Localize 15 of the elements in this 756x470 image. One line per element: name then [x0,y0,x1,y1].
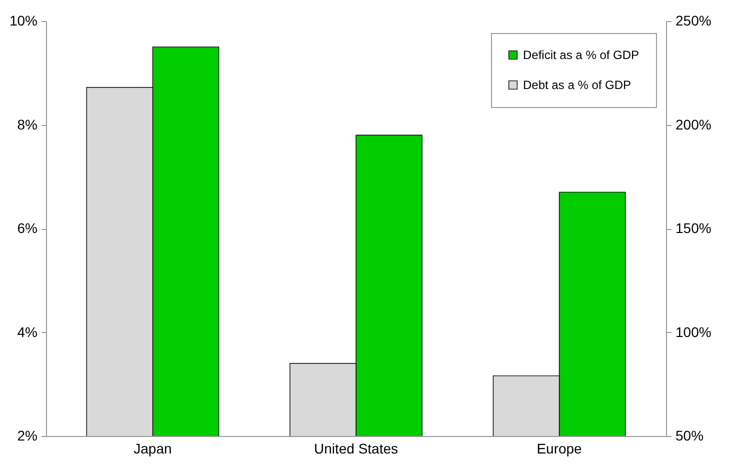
y-tick-label: 6% [17,220,38,236]
y-tick-label: 2% [17,428,38,444]
legend-label: Debt as a % of GDP [523,78,632,92]
y-tick-label: 10% [9,12,38,28]
y-tick-label: 8% [17,116,38,132]
y-tick-label: 4% [17,324,38,340]
y2-tick-label: 250% [676,12,712,28]
y2-tick-label: 50% [676,428,704,444]
y2-tick-label: 150% [676,220,712,236]
y2-tick-label: 200% [676,116,712,132]
y2-tick-label: 100% [676,324,712,340]
x-tick-label: Japan [134,440,172,456]
x-tick-label: United States [314,440,398,456]
legend-label: Deficit as a % of GDP [523,48,640,62]
x-tick-label: Europe [536,440,582,456]
